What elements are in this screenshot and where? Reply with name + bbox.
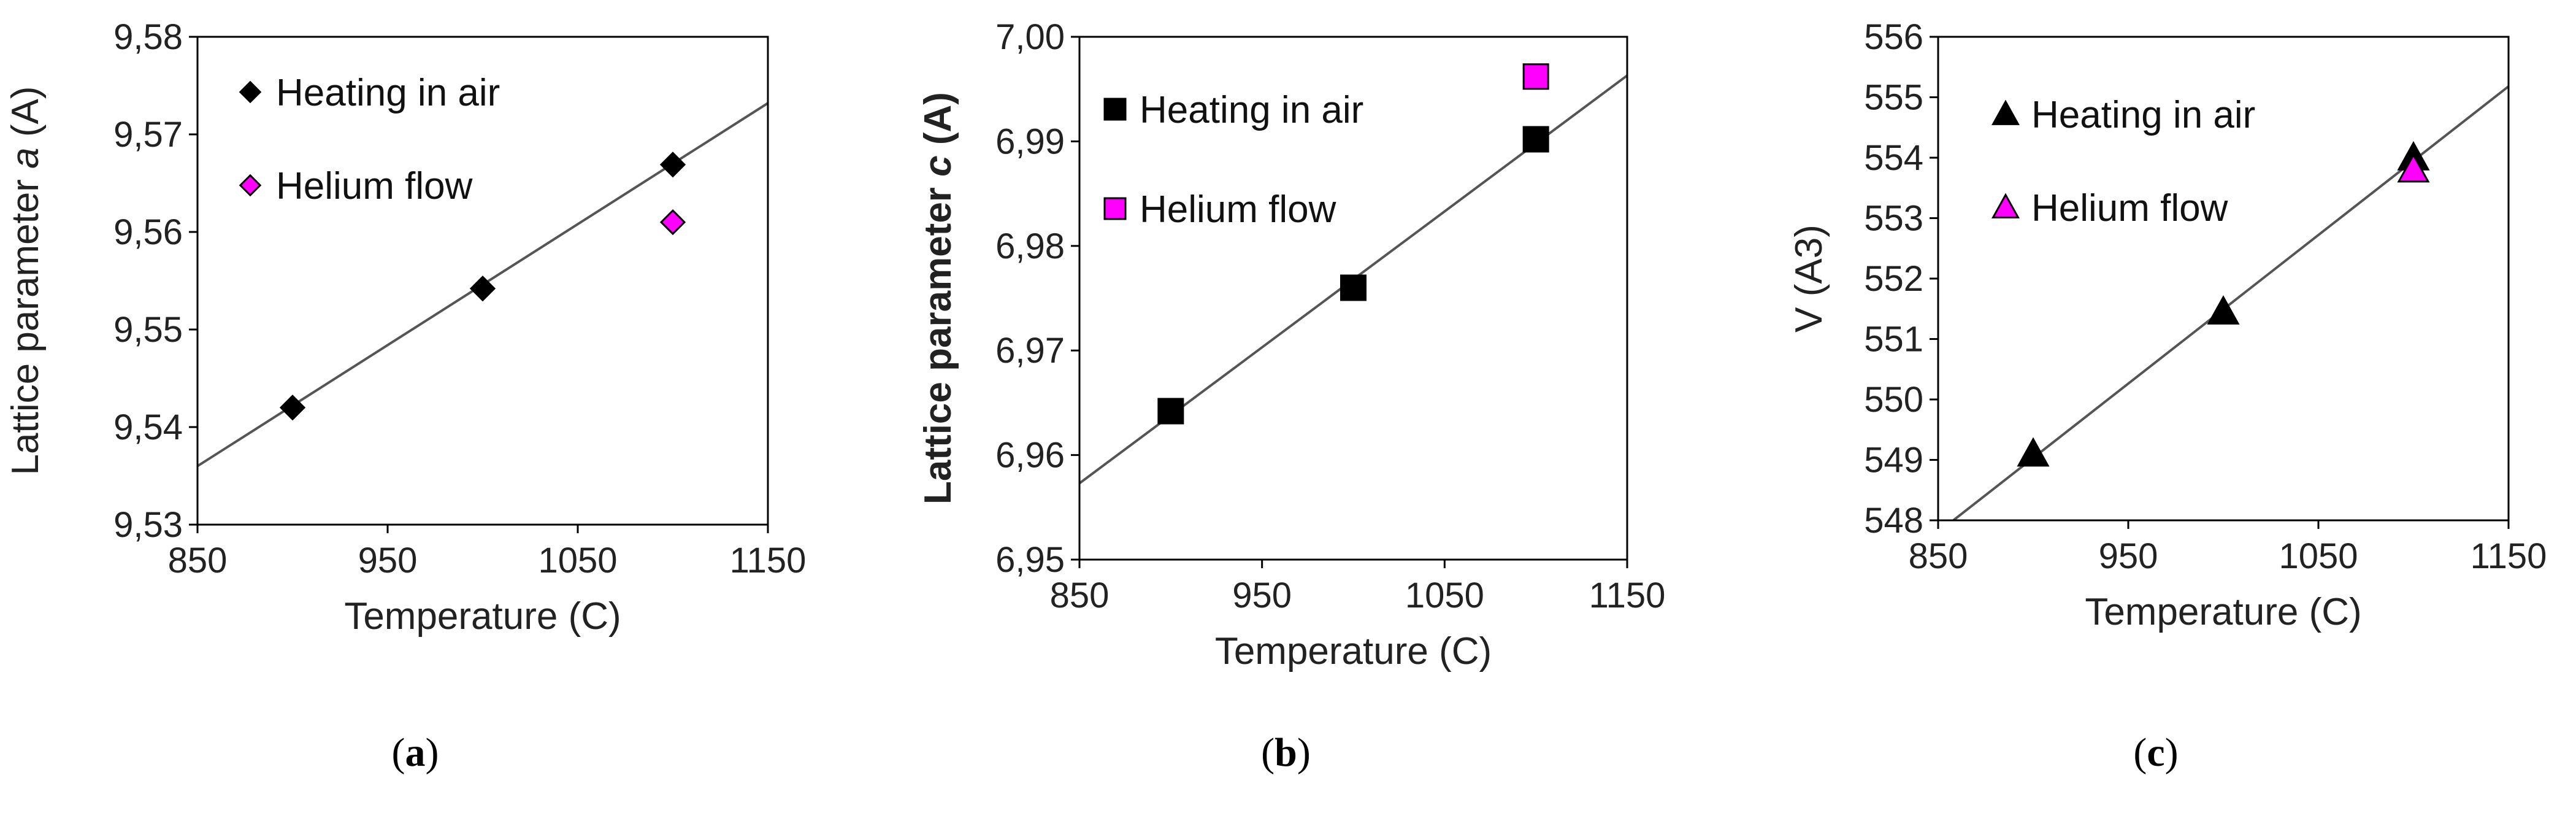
legend-marker-heating-in-air <box>1991 99 2020 125</box>
data-point-helium-flow <box>659 209 686 236</box>
y-tick-label: 9,58 <box>113 17 183 57</box>
data-point-heating-in-air <box>469 276 496 302</box>
y-axis-title-part: (A) <box>4 86 47 147</box>
data-point-heating-in-air <box>659 152 686 178</box>
y-tick-label: 556 <box>1864 17 1923 57</box>
x-axis-title: Temperature (C) <box>1215 630 1492 673</box>
data-point-heating-in-air <box>1340 274 1367 301</box>
panel-label-open: ( <box>392 730 405 775</box>
y-tick-label: 549 <box>1864 441 1923 480</box>
y-tick-label: 6,95 <box>995 540 1065 580</box>
plot-area-frame <box>1078 36 1628 561</box>
x-tick-label: 850 <box>168 541 228 580</box>
legend: Heating in air Helium flow <box>1103 89 1363 231</box>
y-tick-label: 7,00 <box>995 17 1065 57</box>
y-axis-title-part: V (A3) <box>1788 225 1830 333</box>
panel-label-letter: c <box>2147 730 2164 775</box>
legend-label-helium-flow: Helium flow <box>276 165 473 207</box>
panel-label: (b) <box>1261 730 1311 775</box>
y-tick-label: 9,56 <box>113 212 183 252</box>
y-tick-label: 9,53 <box>113 505 183 545</box>
legend-marker-heating-in-air <box>1103 98 1127 121</box>
y-axis-title: Lattice parameter c (A) <box>917 92 959 504</box>
legend-marker-heating-in-air <box>239 80 262 104</box>
y-axis-title-part: a <box>4 147 47 168</box>
y-axis-title-part: Lattice parameter <box>4 169 47 476</box>
legend-label-heating-in-air: Heating in air <box>2031 94 2255 136</box>
legend-label-heating-in-air: Heating in air <box>276 72 500 114</box>
panel-label-close: ) <box>426 730 439 775</box>
panel-label-open: ( <box>2133 730 2147 775</box>
x-tick-label: 1150 <box>1589 576 1666 615</box>
data-point-helium-flow <box>2397 153 2430 183</box>
x-tick-label: 1050 <box>538 541 617 580</box>
data-point-heating-in-air <box>1157 398 1184 425</box>
legend-marker-helium-flow <box>1991 193 2020 218</box>
x-tick-label: 850 <box>1050 576 1110 615</box>
y-tick-label: 554 <box>1864 138 1923 178</box>
x-tick-label: 950 <box>358 541 418 580</box>
plot-area-frame <box>196 36 769 526</box>
data-point-heating-in-air <box>2017 437 2050 467</box>
y-tick-label: 9,57 <box>113 115 183 155</box>
panel-label-close: ) <box>1297 730 1311 775</box>
x-tick-label: 1050 <box>1405 576 1484 615</box>
x-tick-label: 1150 <box>730 541 807 580</box>
y-tick-label: 6,99 <box>995 121 1065 161</box>
y-tick-label: 548 <box>1864 501 1923 541</box>
data-point-heating-in-air <box>279 395 306 421</box>
chart-c-volume: 548 549 550 551 552 553 554 555 556 850 950 1050 115… <box>1788 17 2547 775</box>
legend: Heating in air Helium flow <box>239 72 500 207</box>
y-tick-label: 6,98 <box>995 226 1065 266</box>
panel-label: (a) <box>392 730 439 775</box>
panel-label-letter: a <box>405 730 426 775</box>
legend-marker-helium-flow <box>1103 197 1127 220</box>
chart-b-lattice-c: 6,95 6,96 6,97 6,98 6,99 7,00 850 950 1050 1150 Te… <box>917 17 1666 775</box>
panel-label-letter: b <box>1275 730 1297 775</box>
y-axis-title-part: Lattice parameter <box>917 177 959 504</box>
x-axis-title: Temperature (C) <box>2085 591 2361 633</box>
x-tick-label: 1150 <box>2471 536 2547 576</box>
panel-label-open: ( <box>1261 730 1275 775</box>
y-tick-label: 9,54 <box>113 407 183 447</box>
y-axis-title: V (A3) <box>1788 225 1830 333</box>
chart-a-lattice-a: 9,53 9,54 9,55 9,56 9,57 9,58 850 950 1050 1150 Te… <box>4 17 807 775</box>
y-tick-label: 6,96 <box>995 436 1065 476</box>
x-tick-label: 950 <box>2099 536 2158 576</box>
x-axis-title: Temperature (C) <box>344 595 621 638</box>
y-tick-label: 550 <box>1864 380 1923 420</box>
y-axis-title-part: c <box>917 155 959 176</box>
panel-label: (c) <box>2133 730 2178 775</box>
y-tick-label: 552 <box>1864 259 1923 299</box>
y-tick-label: 553 <box>1864 199 1923 239</box>
x-tick-label: 1050 <box>2279 536 2358 576</box>
legend-label-heating-in-air: Heating in air <box>1140 89 1363 131</box>
y-tick-label: 551 <box>1864 320 1923 360</box>
legend-label-helium-flow: Helium flow <box>1140 188 1336 231</box>
y-tick-label: 6,97 <box>995 331 1065 371</box>
y-tick-label: 555 <box>1864 78 1923 118</box>
data-point-heating-in-air <box>2207 295 2240 325</box>
legend-marker-helium-flow <box>239 174 262 197</box>
y-axis-title-part: (A) <box>917 92 959 155</box>
data-point-helium-flow <box>1522 63 1549 90</box>
x-tick-label: 950 <box>1232 576 1292 615</box>
y-tick-label: 9,55 <box>113 310 183 350</box>
x-tick-label: 850 <box>1909 536 1968 576</box>
legend: Heating in air Helium flow <box>1991 94 2255 229</box>
y-axis-title: Lattice parameter a (A) <box>4 86 47 475</box>
data-point-heating-in-air <box>1522 126 1549 153</box>
legend-label-helium-flow: Helium flow <box>2031 187 2228 229</box>
panel-label-close: ) <box>2165 730 2179 775</box>
